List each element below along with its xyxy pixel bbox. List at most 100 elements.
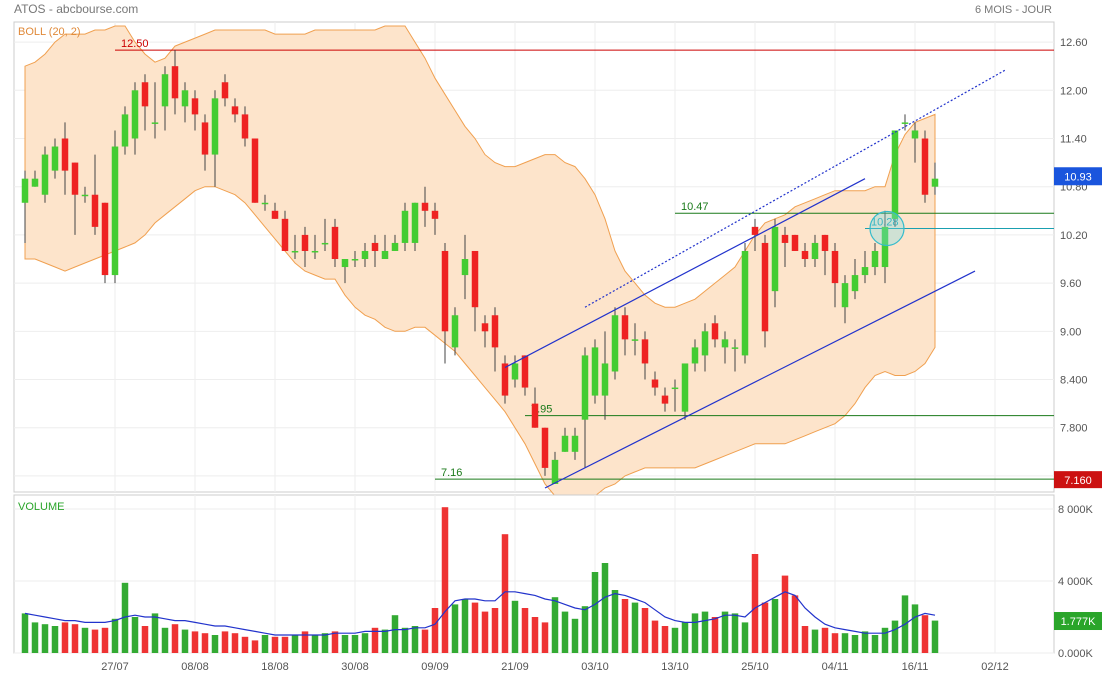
candle-body [331, 226, 339, 260]
candle-body [191, 98, 199, 115]
trend-line [584, 69, 1006, 308]
price-tick-label: 11.40 [1060, 133, 1087, 145]
candle-body [511, 363, 519, 380]
volume-bar [511, 600, 519, 653]
volume-bar [71, 624, 79, 653]
candle-body [171, 66, 179, 99]
candle-body [851, 275, 859, 292]
candle-body [821, 234, 829, 251]
volume-bar [591, 572, 599, 653]
candle-body [441, 250, 449, 332]
volume-bar [911, 604, 919, 653]
volume-bar [291, 635, 299, 653]
price-tick-label: 10.20 [1060, 230, 1088, 242]
candle-body [261, 202, 269, 205]
candle-body [641, 339, 649, 364]
volume-bar [411, 626, 419, 653]
volume-bar [761, 602, 769, 653]
candle-body [431, 210, 439, 219]
volume-bar [381, 629, 389, 653]
volume-bar [331, 631, 339, 653]
candle-body [541, 427, 549, 468]
low-price-tag: 7.160 [1064, 475, 1092, 487]
volume-bar [531, 617, 539, 653]
candle-body [291, 250, 299, 253]
volume-bar [851, 635, 859, 653]
volume-bar [281, 636, 289, 653]
volume-bar [791, 595, 799, 653]
price-tick-label: 9.00 [1060, 326, 1081, 338]
price-tick-label: 9.60 [1060, 278, 1081, 290]
candle-body [501, 363, 509, 396]
candle-body [621, 315, 629, 340]
x-tick-label: 13/10 [661, 661, 689, 673]
candle-body [151, 122, 159, 124]
x-axis: 27/07 08/08 18/08 30/08 09/09 21/09 03/10 13/10… [101, 661, 1009, 673]
volume-bar [321, 633, 329, 653]
level-label: 7.16 [441, 467, 462, 479]
volume-bar [431, 608, 439, 653]
volume-bar [841, 633, 849, 653]
candle-body [701, 331, 709, 356]
period-label: 6 MOIS - JOUR [975, 4, 1052, 16]
volume-bar [41, 624, 49, 653]
candle-body [921, 138, 929, 195]
volume-moving-average [24, 591, 936, 636]
price-tick-label: 7.800 [1060, 423, 1088, 435]
candle-body [381, 250, 389, 260]
candle-body [21, 178, 29, 203]
candle-body [391, 242, 399, 251]
candle-body [931, 178, 939, 187]
volume-bar [831, 633, 839, 653]
volume-bar [871, 635, 879, 653]
candle-body [811, 242, 819, 260]
candle-body [761, 242, 769, 332]
x-tick-label: 04/11 [822, 661, 849, 673]
candle-body [631, 339, 639, 341]
volume-bar [551, 597, 559, 653]
volume-bar [241, 636, 249, 653]
volume-bar [801, 626, 809, 653]
volume-bar [621, 599, 629, 653]
volume-bar [221, 631, 229, 653]
candle-body [481, 323, 489, 332]
candle-body [141, 82, 149, 107]
volume-bar [181, 629, 189, 653]
volume-bar [341, 635, 349, 653]
candle-body [341, 259, 349, 268]
volume-bar [401, 627, 409, 653]
volume-bar [471, 602, 479, 653]
volume-bar [81, 627, 89, 653]
candle-body [651, 379, 659, 388]
candle-body [91, 194, 99, 227]
candle-body [351, 259, 359, 261]
volume-bar [581, 606, 589, 653]
candle-body [71, 162, 79, 195]
volume-bar [261, 635, 269, 653]
x-tick-label: 02/12 [981, 661, 1009, 673]
candle-body [401, 210, 409, 243]
candle-body [471, 250, 479, 308]
volume-bar [891, 620, 899, 653]
volume-bar [91, 629, 99, 653]
candle-body [551, 459, 559, 484]
volume-bar [521, 608, 529, 653]
x-tick-label: 21/09 [501, 661, 529, 673]
candle-body [831, 250, 839, 284]
volume-bar [171, 624, 179, 653]
bollinger-label: BOLL (20, 2) [18, 26, 81, 38]
price-tick-label: 12.60 [1060, 37, 1088, 49]
volume-bar [481, 611, 489, 653]
volume-bar [251, 640, 259, 653]
candle-body [731, 347, 739, 349]
candle-body [211, 98, 219, 155]
candle-body [221, 82, 229, 99]
candle-body [661, 395, 669, 404]
candle-body [201, 122, 209, 155]
candle-body [461, 259, 469, 276]
candle-body [591, 347, 599, 396]
candle-body [801, 250, 809, 260]
candle-body [371, 242, 379, 251]
volume-bar [201, 633, 209, 653]
volume-bar [691, 613, 699, 653]
